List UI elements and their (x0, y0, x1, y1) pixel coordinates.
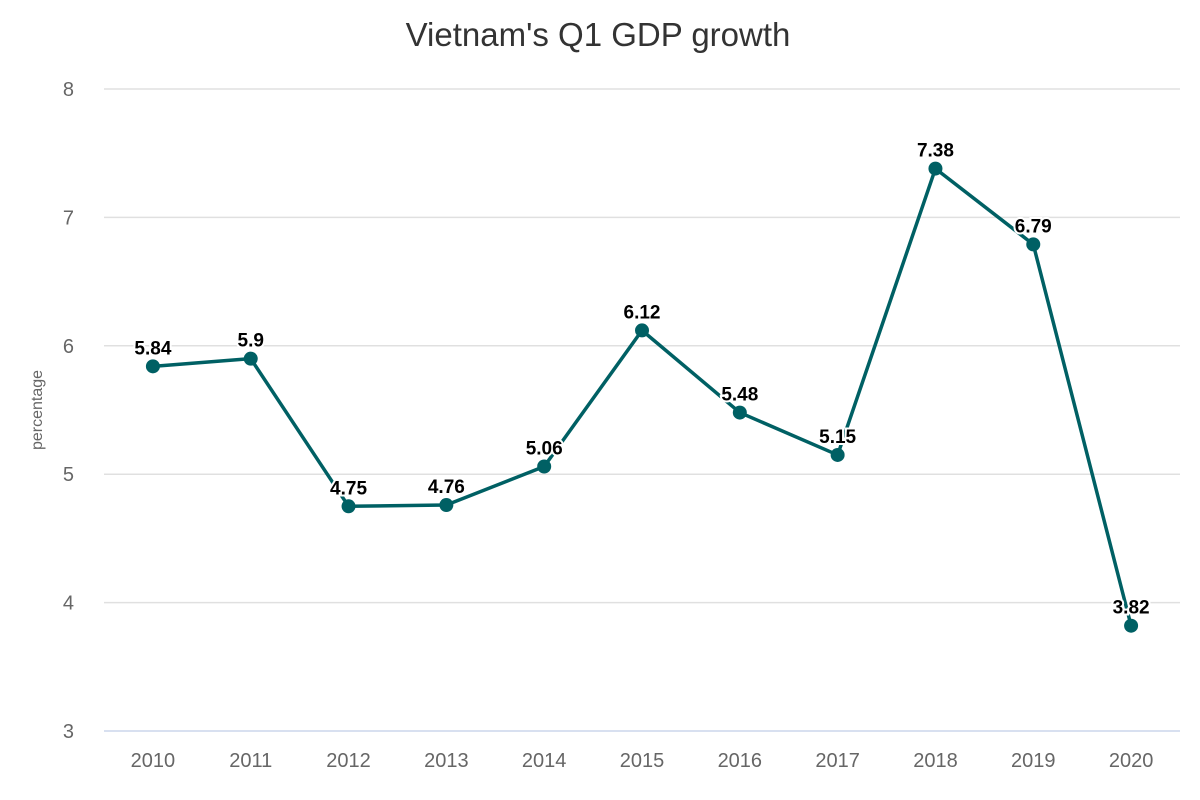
x-tick-label: 2013 (424, 750, 469, 772)
data-label: 5.9 (238, 331, 264, 352)
data-point (341, 499, 356, 514)
x-axis-ticks: 2010 2011 2012 2013 2014 2015 2016 2017 2018 2019… (131, 750, 1154, 772)
y-tick-label: 8 (63, 79, 74, 101)
data-label: 5.84 (134, 338, 171, 359)
x-tick-label: 2014 (522, 750, 567, 772)
gridlines (104, 88, 1180, 604)
x-tick-label: 2011 (229, 750, 272, 772)
y-tick-label: 3 (63, 721, 74, 743)
x-tick-label: 2018 (913, 750, 958, 772)
x-tick-label: 2012 (326, 750, 371, 772)
y-tick-label: 6 (63, 336, 74, 358)
data-point (732, 405, 747, 420)
x-tick-label: 2010 (131, 750, 176, 772)
y-tick-label: 7 (63, 207, 74, 229)
data-point (830, 447, 845, 462)
series-line (151, 166, 1133, 628)
data-point (537, 459, 552, 474)
y-tick-label: 5 (63, 464, 74, 486)
data-point (243, 351, 258, 366)
data-point (145, 359, 160, 374)
x-tick-label: 2020 (1109, 750, 1154, 772)
x-tick-label: 2019 (1011, 750, 1056, 772)
x-tick-label: 2015 (620, 750, 665, 772)
data-label: 3.82 (1113, 598, 1150, 619)
data-series (145, 161, 1139, 633)
data-label: 5.48 (721, 385, 758, 406)
y-axis-label: percentage (29, 370, 46, 450)
data-labels: 5.84 5.9 4.75 4.76 5.06 6.12 5.48 5.15 7.38 6.79 3… (132, 139, 1151, 621)
data-label: 5.06 (526, 438, 563, 459)
y-tick-label: 4 (63, 593, 74, 615)
data-label: 4.75 (330, 478, 367, 499)
data-label: 6.79 (1015, 216, 1052, 237)
data-label: 5.15 (819, 427, 856, 448)
x-tick-label: 2016 (718, 750, 763, 772)
data-label: 4.76 (428, 477, 465, 498)
data-point (439, 498, 454, 513)
data-label: 7.38 (917, 141, 954, 162)
data-point (635, 323, 649, 338)
data-label: 6.12 (624, 302, 661, 323)
data-point (928, 161, 943, 176)
data-point (1124, 618, 1139, 633)
chart-title: Vietnam's Q1 GDP growth (406, 16, 791, 53)
x-tick-label: 2017 (815, 750, 860, 772)
data-point (1026, 237, 1041, 252)
y-axis-ticks: 3 4 5 6 7 8 (63, 79, 74, 743)
